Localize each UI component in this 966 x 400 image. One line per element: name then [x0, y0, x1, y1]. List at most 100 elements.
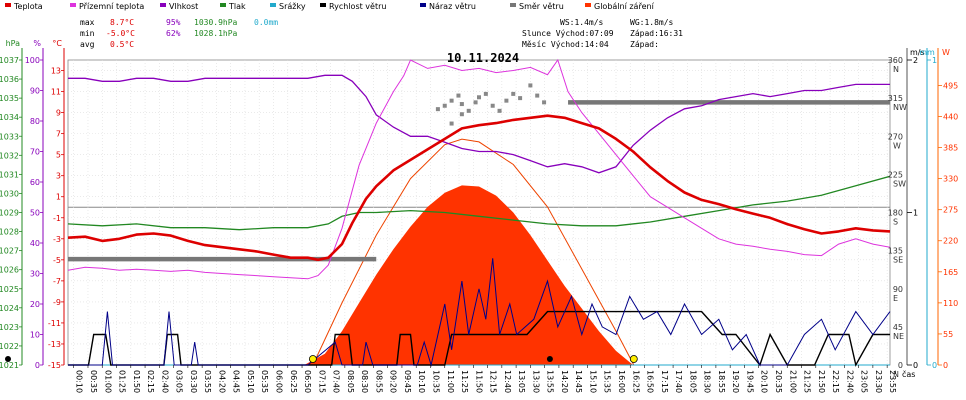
- x-tick-label: 15:10: [588, 370, 597, 393]
- stat-max-rain: 0.0mm: [254, 18, 278, 27]
- x-tick-label: 23:30: [874, 370, 883, 393]
- axis-tick-label-hpa: 1032: [0, 151, 19, 160]
- x-tick-label: 16:50: [646, 370, 655, 393]
- x-tick-label: 22:15: [831, 370, 840, 393]
- stat-max-press: 1030.9hPa: [194, 18, 238, 27]
- stat-min-temp: -5.0°C: [106, 29, 135, 38]
- x-tick-label: 13:05: [517, 370, 526, 393]
- axis-tick-label-mm: 0: [932, 361, 937, 370]
- axis-tick-label-pct: 80: [30, 117, 40, 126]
- axis-tick-label-pct: 50: [30, 209, 40, 218]
- axes: 00:10 00:35 01:00 01:25 01:50 02:15 02:40 03:05…: [0, 39, 958, 393]
- info-moonset: Západ:: [630, 40, 659, 49]
- axis-tick-label-pct: 0: [35, 361, 40, 370]
- axis-tick-label-degc: -3: [53, 235, 61, 244]
- series-smer-vetru-point: [528, 83, 533, 88]
- series-smer-vetru-point: [497, 108, 502, 113]
- legend-label-rychlost_vetru: Rychlost větru: [329, 2, 386, 11]
- x-tick-label: 05:35: [260, 370, 269, 393]
- sunset-icon: [629, 355, 638, 363]
- axis-tick-label-hpa: 1034: [0, 113, 19, 122]
- axis-unit-degc: °C: [52, 39, 62, 48]
- x-tick-label: 12:40: [503, 370, 512, 393]
- axis-unit-wm2: W: [942, 48, 950, 57]
- legend-label-prizemni_teplota: Přízemní teplota: [79, 2, 144, 11]
- axis-tick-label-wm2: 330: [943, 175, 958, 184]
- legend-swatch-rychlost_vetru: [320, 3, 326, 7]
- series-naraz-vetru: [68, 258, 891, 367]
- x-tick-label: 00:35: [89, 370, 98, 393]
- axis-tick-label-degc: -1: [53, 214, 61, 223]
- series-smer-vetru-point: [456, 93, 461, 98]
- series-rychlost-vetru: [68, 310, 890, 367]
- axis-unit-dir: m/s: [910, 48, 925, 57]
- axis-tick-label-dir: 90: [893, 285, 903, 294]
- axis-tick-label-hpa: 1036: [0, 75, 19, 84]
- x-tick-label: 14:20: [560, 370, 569, 393]
- legend-swatch-smer_vetru: [510, 3, 516, 7]
- series-prizemni-teplota: [67, 58, 891, 280]
- x-tick-label: 23:55: [888, 370, 897, 393]
- legend-swatch-teplota: [5, 3, 11, 7]
- series-smer-vetru-point: [518, 96, 523, 101]
- x-tick-label: 13:55: [546, 370, 555, 393]
- axis-tick-label-pct: 100: [25, 56, 40, 65]
- axis-tick-label-degc: 5: [56, 151, 61, 160]
- x-tick-label: 21:25: [803, 370, 812, 393]
- x-tick-label: 18:55: [717, 370, 726, 393]
- x-tick-label: 13:30: [531, 370, 540, 393]
- axis-unit-pct: %: [33, 39, 41, 48]
- legend-label-tlak: Tlak: [228, 2, 246, 11]
- x-tick-label: 11:00: [446, 370, 455, 393]
- axis-tick-label-hpa: 1027: [0, 247, 19, 256]
- series-smer-vetru-point: [535, 93, 540, 98]
- series-smer-vetru-point: [449, 121, 454, 126]
- axis-tick-label-degc: -15: [48, 361, 61, 370]
- axis-dir-letter: W: [893, 141, 901, 150]
- axis-tick-label-dir: 225: [888, 170, 903, 179]
- axis-tick-label-hpa: 1024: [0, 304, 19, 313]
- series-smer-vetru-point: [490, 103, 495, 108]
- axis-tick-label-hpa: 1023: [0, 323, 19, 332]
- x-tick-label: 09:45: [403, 370, 412, 393]
- x-tick-label: 06:00: [275, 370, 284, 393]
- x-tick-label: 03:05: [175, 370, 184, 393]
- stat-max-temp: 8.7°C: [110, 18, 134, 27]
- x-tick-label: 18:05: [688, 370, 697, 393]
- series-tlak: [67, 175, 891, 231]
- axis-tick-label-wm2: 275: [943, 206, 958, 215]
- stat-min-press: 1028.1hPa: [194, 29, 238, 38]
- info-ws: WS:1.4m/s: [560, 18, 604, 27]
- axis-tick-label-dir: 135: [888, 247, 903, 256]
- x-tick-label: 20:10: [760, 370, 769, 393]
- axis-tick-label-dir: 360: [888, 56, 903, 65]
- series-globalni-zareni: [304, 185, 634, 365]
- axis-tick-label-pct: 30: [30, 270, 40, 279]
- axis-dir-letter: E: [893, 294, 898, 303]
- stat-avg-label: avg: [80, 40, 95, 49]
- series-smer-vetru-point: [477, 95, 481, 100]
- axis-tick-label-pct: 20: [30, 300, 40, 309]
- axis-tick-label-wm2: 55: [943, 330, 953, 339]
- x-tick-label: 12:15: [489, 370, 498, 393]
- x-tick-label: 18:30: [703, 370, 712, 393]
- x-tick-label: 02:40: [160, 370, 169, 393]
- axis-tick-label-degc: 9: [56, 109, 61, 118]
- axis-tick-label-pct: 60: [30, 178, 40, 187]
- axis-dir-letter: N: [893, 65, 899, 74]
- legend-label-naraz_vetru: Náraz větru: [429, 2, 476, 11]
- x-tick-label: 19:20: [731, 370, 740, 393]
- series-teoreticke-zareni: [312, 138, 635, 366]
- axis-tick-label-pct: 10: [30, 331, 40, 340]
- axis-tick-label-hpa: 1026: [0, 266, 19, 275]
- info-sun: Slunce Východ:07:09: [522, 29, 614, 38]
- info-sunset: Západ:16:31: [630, 29, 683, 38]
- x-tick-label: 03:55: [203, 370, 212, 393]
- x-tick-label: 00:10: [75, 370, 84, 393]
- axis-tick-label-degc: -13: [48, 340, 61, 349]
- series-smer-vetru-point: [442, 103, 447, 108]
- stat-max-hum: 95%: [166, 18, 181, 27]
- x-tick-label: 17:40: [674, 370, 683, 393]
- series-smer-vetru-point: [483, 91, 488, 96]
